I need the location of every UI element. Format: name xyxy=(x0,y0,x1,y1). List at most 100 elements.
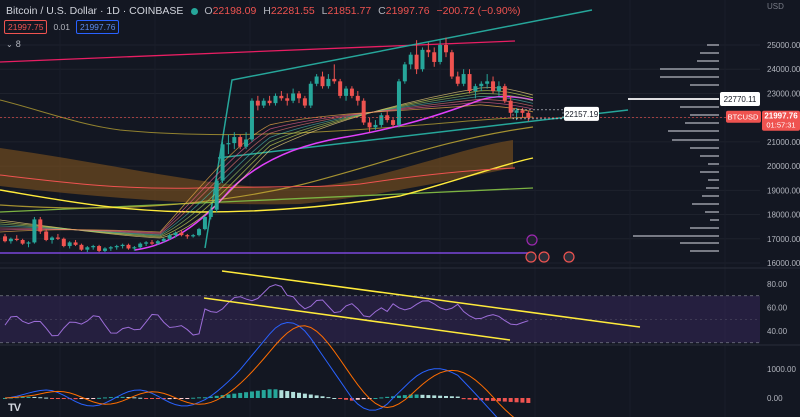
macd-bar xyxy=(3,398,7,399)
ema-cloud xyxy=(0,140,513,205)
macd-bar xyxy=(426,395,431,398)
macd-bar xyxy=(226,394,231,398)
macd-bar xyxy=(391,396,396,398)
tradingview-logo[interactable]: TV xyxy=(8,402,21,414)
candle xyxy=(44,231,49,240)
macd-bar xyxy=(508,398,513,402)
candle xyxy=(361,100,366,123)
macd-bar xyxy=(102,397,107,399)
macd-bar xyxy=(526,398,531,403)
macd-bar xyxy=(520,398,525,403)
candle xyxy=(473,86,478,92)
price-tick-label: 16000.00 xyxy=(767,259,800,268)
candle xyxy=(85,247,90,250)
macd-bar xyxy=(320,396,325,398)
price-tick-label: 17000.00 xyxy=(767,235,800,244)
candle xyxy=(61,238,66,247)
high-value: 22281.55 xyxy=(270,5,315,17)
macd-bar xyxy=(179,398,184,399)
candle xyxy=(285,98,290,101)
macd-bar xyxy=(408,394,413,398)
candle xyxy=(73,242,78,245)
candle xyxy=(426,49,431,53)
candle xyxy=(291,93,296,101)
candle xyxy=(226,143,231,145)
flag-icon xyxy=(538,251,550,263)
candle xyxy=(526,112,531,118)
buy-button[interactable]: 21997.76 xyxy=(76,20,120,34)
candle xyxy=(414,54,419,70)
macd-bar xyxy=(232,393,237,398)
candles[interactable] xyxy=(3,37,531,253)
macd-bar xyxy=(332,398,337,399)
rsi-tick-label: 40.00 xyxy=(767,327,788,336)
macd-bar xyxy=(261,390,266,398)
candle xyxy=(102,248,107,251)
price-tick-label: 25000.00 xyxy=(767,41,800,50)
macd-bar xyxy=(44,397,49,399)
candle xyxy=(214,180,219,210)
macd-bar xyxy=(85,398,90,399)
macd-bar xyxy=(514,398,519,403)
candle xyxy=(308,83,313,106)
macd-bar xyxy=(73,398,78,400)
candle xyxy=(332,78,337,82)
candle xyxy=(273,95,278,104)
candle xyxy=(338,81,343,96)
price-tick-label: 20000.00 xyxy=(767,162,800,171)
candle xyxy=(385,115,390,121)
symbol-title[interactable]: Bitcoin / U.S. Dollar · 1D · COINBASE xyxy=(6,5,184,17)
macd-bar xyxy=(355,398,360,400)
candle xyxy=(238,137,243,147)
macd-bar xyxy=(455,396,460,398)
candle xyxy=(302,98,307,106)
candle xyxy=(14,238,19,240)
macd-bar xyxy=(161,398,166,400)
lightning-icon xyxy=(526,234,538,246)
price-lines xyxy=(0,9,629,254)
trend-line-pink xyxy=(0,40,516,63)
candle xyxy=(479,83,484,87)
symbol-tag: BTCUSD xyxy=(728,113,759,122)
market-open-icon xyxy=(191,7,199,15)
ribbon-line xyxy=(0,90,534,238)
close-value: 21997.76 xyxy=(385,5,430,17)
candle xyxy=(208,209,213,217)
countdown-tag: 01:57:31 xyxy=(766,121,795,130)
sell-button[interactable]: 21997.75 xyxy=(4,20,48,34)
rsi-tick-label: 60.00 xyxy=(767,304,788,313)
candle xyxy=(220,144,225,181)
channel-upper xyxy=(204,9,593,249)
change-value: −200.72 (−0.90%) xyxy=(436,5,521,17)
macd-bar xyxy=(208,396,213,398)
candle xyxy=(132,247,137,249)
candle xyxy=(438,45,443,62)
price-axis: USD25000.0024000.0023000.0022000.0021000… xyxy=(726,2,800,403)
rsi-trendline-lower xyxy=(203,297,511,341)
yellow-ma xyxy=(0,157,534,213)
candle xyxy=(8,238,13,242)
candle xyxy=(514,110,519,113)
olive-ma-2 xyxy=(0,99,534,136)
candle xyxy=(91,246,96,248)
close-label: C xyxy=(378,5,386,17)
macd-bar xyxy=(91,398,96,399)
candle xyxy=(202,216,207,230)
macd-bar xyxy=(273,389,278,398)
indicators-toggle[interactable]: ⌄ 8 xyxy=(6,39,21,49)
macd-bar xyxy=(32,396,37,398)
macd-bar xyxy=(167,398,172,400)
ribbon-line xyxy=(0,101,534,234)
macd-bar xyxy=(120,396,125,398)
macd-bar xyxy=(314,395,319,398)
price-tag-bg xyxy=(762,110,800,131)
macd-tick-label: 1000.00 xyxy=(767,365,796,374)
candle xyxy=(197,229,202,236)
macd-bar xyxy=(402,395,407,398)
macd-tick-label: 0.00 xyxy=(767,394,783,403)
ribbon-line xyxy=(0,87,534,239)
ribbon-line xyxy=(0,95,534,236)
macd-line xyxy=(4,321,498,417)
